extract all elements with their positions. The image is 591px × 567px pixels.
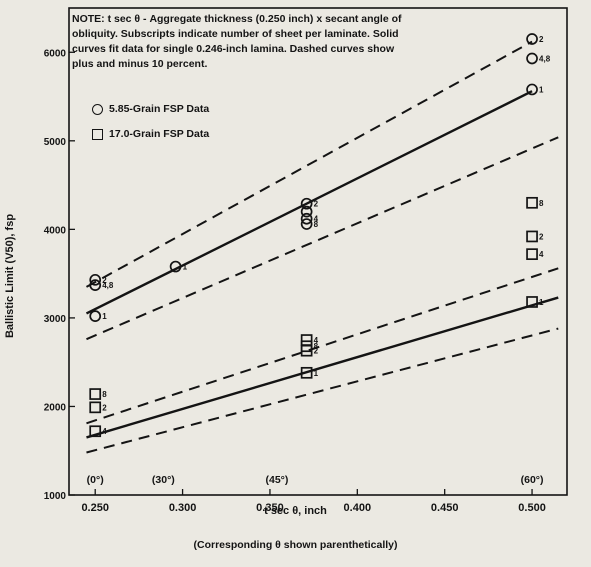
point-subscript: 1 <box>102 312 107 321</box>
legend-label-square: 17.0-Grain FSP Data <box>109 128 210 140</box>
square-point <box>89 388 102 400</box>
point-subscript: 4,8 <box>539 54 551 63</box>
y-tick-label: 2000 <box>44 402 67 413</box>
x-tick-label: 0.500 <box>518 502 546 514</box>
plot-frame <box>68 7 568 496</box>
point-subscript: 4 <box>102 427 107 436</box>
point-subscript: 2 <box>314 347 319 356</box>
square-point <box>526 296 538 308</box>
fit-line-solid-0 <box>85 90 533 315</box>
square-point <box>300 344 313 357</box>
square-point <box>300 366 313 379</box>
circle-point <box>89 310 102 322</box>
y-axis-label: Ballistic Limit (V50), fsp <box>4 213 16 339</box>
point-subscript: 4 <box>314 336 319 345</box>
point-subscript: 2 <box>314 200 319 209</box>
circle-point <box>526 52 538 65</box>
circle-point <box>300 212 313 225</box>
fit-line-dashed-1 <box>85 40 533 288</box>
y-tick-label: 1000 <box>44 491 67 502</box>
y-tick-label: 5000 <box>44 137 67 148</box>
fit-line-solid-3 <box>86 296 559 439</box>
angle-label: (0°) <box>87 474 104 486</box>
square-point <box>300 334 313 346</box>
chart-note: NOTE: t sec θ - Aggregate thickness (0.2… <box>72 13 402 70</box>
point-subscript: 2 <box>539 35 544 44</box>
circle-point <box>300 205 313 218</box>
point-subscript: 8 <box>102 390 107 399</box>
point-subscript: 2 <box>102 276 107 285</box>
point-subscript: 8 <box>314 342 319 351</box>
angle-label: (45°) <box>265 474 288 486</box>
point-subscript: 1 <box>183 263 188 272</box>
legend-item-square: 17.0-Grain FSP Data <box>92 128 209 140</box>
angle-label: (60°) <box>521 474 544 486</box>
legend-label-circle: 5.85-Grain FSP Data <box>109 103 210 115</box>
circle-point <box>89 279 102 291</box>
fit-line-dashed-5 <box>86 327 559 454</box>
x-tick-label: 0.250 <box>81 502 109 514</box>
angle-label: (30°) <box>152 474 175 486</box>
square-point <box>526 196 538 209</box>
square-marker-icon <box>92 128 103 140</box>
point-subscript: 2 <box>539 232 544 241</box>
y-tick-label: 4000 <box>44 225 67 236</box>
point-subscript: 4 <box>314 215 319 224</box>
point-subscript: 8 <box>539 199 544 208</box>
square-point <box>89 401 102 414</box>
y-tick-label: 3000 <box>44 314 67 325</box>
y-tick-label: 6000 <box>44 48 67 59</box>
x-axis-label: t sec θ, inch <box>264 505 327 517</box>
circle-point <box>169 260 182 273</box>
circle-point <box>526 33 538 45</box>
circle-marker-icon <box>92 103 103 115</box>
fit-line-dashed-2 <box>86 136 559 341</box>
x-tick-label: 0.400 <box>344 502 372 514</box>
circle-point <box>300 218 313 230</box>
square-point <box>89 425 102 438</box>
circle-point <box>526 83 538 96</box>
square-point <box>526 248 538 261</box>
circle-point <box>300 197 313 210</box>
point-subscript: 2 <box>102 403 107 412</box>
point-subscript: 1 <box>314 369 319 378</box>
fit-line-dashed-4 <box>86 267 559 425</box>
circle-point <box>89 273 102 286</box>
x-tick-label: 0.300 <box>169 502 197 514</box>
legend-item-circle: 5.85-Grain FSP Data <box>92 103 209 115</box>
axis-ticks: 0.250 0.300 0.350 0.400 0.450 0.500 1000 2000 30… <box>44 48 546 514</box>
point-subscript: 1 <box>539 85 544 94</box>
point-subscript: 4,8 <box>102 281 114 290</box>
x-tick-label: 0.350 <box>256 502 284 514</box>
square-point <box>526 230 538 243</box>
point-subscript: 8 <box>314 220 319 229</box>
point-subscript: 1 <box>539 298 544 307</box>
x-tick-label: 0.450 <box>431 502 459 514</box>
chart-caption: (Corresponding θ shown parenthetically) <box>193 539 398 551</box>
fit-lines <box>85 40 559 454</box>
point-subscript: 4 <box>539 250 544 259</box>
